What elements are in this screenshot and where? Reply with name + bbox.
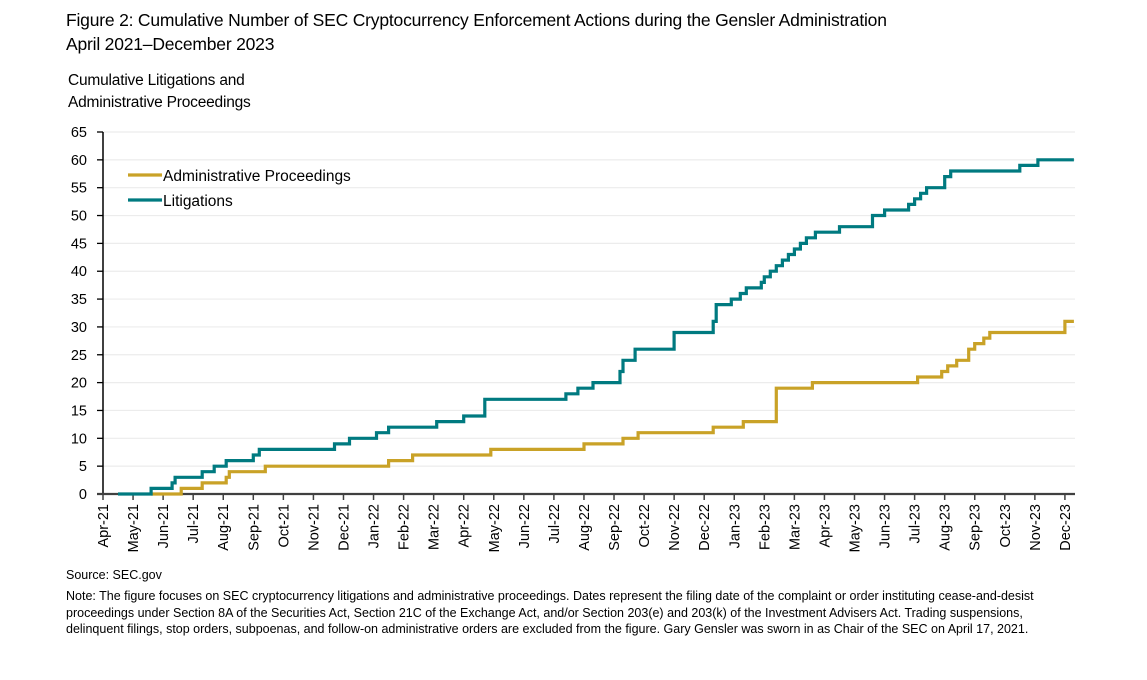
x-tick-label: May-23 (848, 504, 864, 552)
y-tick-label: 5 (79, 459, 87, 475)
x-tick-label: Jun-23 (878, 504, 894, 548)
figure-title: Figure 2: Cumulative Number of SEC Crypt… (66, 8, 887, 56)
legend-item: Litigations (128, 193, 233, 210)
x-tick-label: Jul-23 (908, 504, 924, 544)
y-tick-label: 35 (71, 292, 87, 308)
x-tick-label: Oct-23 (998, 504, 1014, 548)
x-tick-label: Dec-22 (697, 504, 713, 551)
y-tick-label: 65 (71, 125, 87, 141)
y-tick-label: 45 (71, 236, 87, 252)
y-tick-label: 10 (71, 431, 87, 447)
legend-label: Administrative Proceedings (163, 168, 351, 185)
x-tick-label: Aug-21 (216, 504, 232, 551)
x-tick-label: Oct-22 (637, 504, 653, 548)
figure-title-line1: Figure 2: Cumulative Number of SEC Crypt… (66, 10, 887, 30)
x-tick-label: May-21 (126, 504, 142, 552)
x-tick-label: Nov-23 (1028, 504, 1044, 551)
x-tick-label: Sep-23 (968, 504, 984, 551)
y-tick-label: 15 (71, 403, 87, 419)
x-tick-label: Feb-22 (397, 504, 413, 550)
x-tick-label: Jun-22 (517, 504, 533, 548)
y-axis: 0 5 10 15 20 25 30 35 40 45 50 55 60 65 (71, 125, 104, 503)
y-tick-label: 20 (71, 376, 87, 392)
x-tick-label: Apr-22 (457, 504, 473, 548)
legend: Administrative Proceedings Litigations (128, 168, 351, 210)
x-tick-label: Aug-23 (938, 504, 954, 551)
note-text: Note: The figure focuses on SEC cryptocu… (66, 589, 1034, 636)
x-axis: Apr-21 May-21 Jun-21 Jul-21 Aug-21 Sep-21 Oct-… (96, 492, 1075, 552)
y-tick-label: 60 (71, 153, 87, 169)
y-axis-label-line1: Cumulative Litigations and (68, 72, 245, 89)
y-tick-label: 0 (79, 487, 87, 503)
x-tick-label: Sep-22 (607, 504, 623, 551)
x-tick-label: Oct-21 (276, 504, 292, 548)
legend-item: Administrative Proceedings (128, 168, 351, 185)
x-tick-label: Dec-23 (1058, 504, 1074, 551)
x-tick-label: Jan-22 (367, 504, 383, 548)
x-tick-label: Apr-21 (96, 504, 112, 548)
x-tick-label: Sep-21 (246, 504, 262, 551)
x-tick-label: May-22 (487, 504, 503, 552)
source-text: Source: SEC.gov (66, 568, 162, 582)
x-tick-label: Jun-21 (156, 504, 172, 548)
x-tick-label: Jul-22 (547, 504, 563, 544)
x-tick-label: Dec-21 (336, 504, 352, 551)
y-tick-label: 55 (71, 181, 87, 197)
x-tick-label: Jan-23 (727, 504, 743, 548)
x-tick-label: Aug-22 (577, 504, 593, 551)
x-tick-label: Feb-23 (757, 504, 773, 550)
x-tick-label: Mar-22 (427, 504, 443, 550)
y-tick-label: 30 (71, 320, 87, 336)
x-tick-label: Nov-21 (306, 504, 322, 551)
x-tick-label: Apr-23 (817, 504, 833, 548)
gridlines (103, 131, 1075, 467)
series-line-administrative-proceedings (151, 319, 1074, 496)
figure-title-line2: April 2021–December 2023 (66, 34, 275, 54)
x-tick-label: Jul-21 (186, 504, 202, 544)
series-line-litigations (118, 158, 1074, 496)
x-tick-label: Mar-23 (787, 504, 803, 550)
y-axis-label: Cumulative Litigations and Administrativ… (68, 70, 251, 114)
y-axis-label-line2: Administrative Proceedings (68, 94, 251, 111)
y-tick-label: 25 (71, 348, 87, 364)
y-tick-label: 50 (71, 209, 87, 225)
y-tick-label: 40 (71, 264, 87, 280)
x-tick-label: Nov-22 (667, 504, 683, 551)
legend-label: Litigations (163, 193, 233, 210)
series-lines (118, 158, 1074, 496)
